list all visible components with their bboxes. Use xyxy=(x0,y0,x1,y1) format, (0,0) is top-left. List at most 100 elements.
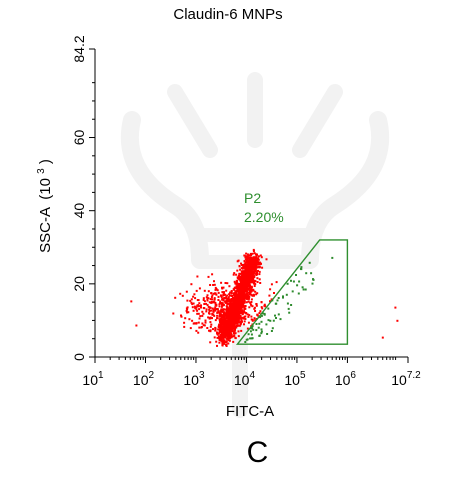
x-tick-label: 104 xyxy=(234,370,256,388)
gated-event-dot xyxy=(304,288,307,291)
event-dot xyxy=(218,325,221,328)
event-dot xyxy=(231,298,233,300)
event-dot xyxy=(239,311,242,314)
event-dot xyxy=(261,307,264,310)
event-dot xyxy=(227,337,230,340)
event-dot xyxy=(229,319,232,322)
event-dot xyxy=(259,316,262,319)
event-dot xyxy=(270,298,273,301)
event-dot xyxy=(223,327,226,330)
event-dot xyxy=(208,301,211,304)
event-dot xyxy=(219,335,222,338)
event-dot xyxy=(179,292,182,295)
event-dot xyxy=(252,250,255,252)
event-dot xyxy=(236,303,239,306)
event-dot xyxy=(256,292,259,295)
event-dot xyxy=(222,337,225,340)
gated-event-dot xyxy=(277,313,280,316)
event-dot xyxy=(186,311,189,314)
gated-event-dot xyxy=(245,338,248,341)
event-dot xyxy=(237,293,240,296)
event-dot xyxy=(232,332,235,335)
event-dot xyxy=(232,325,235,328)
event-dot xyxy=(242,304,245,307)
event-dot xyxy=(258,262,261,265)
event-dot xyxy=(235,286,238,289)
event-dot xyxy=(242,279,245,282)
event-dot xyxy=(236,309,239,312)
event-dot xyxy=(210,300,213,303)
event-dot xyxy=(207,305,210,308)
event-dot xyxy=(234,304,237,307)
gated-event-dot xyxy=(297,292,300,295)
event-dot xyxy=(245,252,248,255)
event-dot xyxy=(243,308,246,310)
event-dot xyxy=(241,264,243,266)
event-dot xyxy=(245,269,248,272)
event-dot xyxy=(242,317,245,319)
event-dot xyxy=(250,315,253,318)
event-dot xyxy=(245,292,248,295)
event-dot xyxy=(225,317,228,320)
event-dot xyxy=(232,319,235,322)
event-dot xyxy=(237,284,240,287)
event-dot xyxy=(195,322,198,325)
event-dot xyxy=(240,285,243,288)
event-dot xyxy=(206,298,209,301)
event-dot xyxy=(231,322,234,325)
gated-event-dot xyxy=(310,272,313,275)
event-dot xyxy=(253,271,256,274)
event-dot xyxy=(244,281,247,284)
event-dot xyxy=(236,318,239,321)
event-dot xyxy=(226,325,229,328)
event-dot xyxy=(228,313,230,315)
event-dot xyxy=(186,299,189,302)
event-dot xyxy=(250,280,253,283)
event-dot xyxy=(248,283,251,285)
event-dot xyxy=(219,333,222,336)
event-dot xyxy=(221,320,224,323)
event-dot xyxy=(222,328,225,331)
event-dot xyxy=(232,318,235,321)
gated-event-dot xyxy=(261,312,264,315)
event-dot xyxy=(236,276,239,279)
event-dot xyxy=(241,288,244,291)
event-dot xyxy=(197,305,200,308)
event-dot xyxy=(185,309,188,312)
event-dot xyxy=(246,282,249,285)
gated-event-dot xyxy=(282,295,284,298)
event-dot xyxy=(239,300,242,303)
event-dot xyxy=(244,266,247,269)
event-dot xyxy=(228,308,231,310)
event-dot xyxy=(224,297,227,300)
event-dot xyxy=(239,272,242,275)
event-dot xyxy=(216,317,218,320)
event-dot xyxy=(206,327,209,329)
event-dot xyxy=(239,302,242,305)
event-dot xyxy=(218,305,221,308)
event-dot xyxy=(240,319,243,322)
event-dot xyxy=(248,256,251,259)
event-dot xyxy=(231,330,234,333)
event-dot xyxy=(249,252,252,255)
event-dot xyxy=(233,286,236,289)
event-dot xyxy=(235,280,238,283)
gated-event-dot xyxy=(282,296,284,299)
event-dot xyxy=(222,304,225,306)
event-dot xyxy=(216,336,219,339)
event-dot xyxy=(252,248,255,251)
event-dot xyxy=(250,258,253,261)
event-dot xyxy=(221,331,224,334)
event-dot xyxy=(203,300,206,303)
event-dot xyxy=(247,297,250,300)
event-dot xyxy=(251,276,253,279)
event-dot xyxy=(225,341,227,344)
event-dot xyxy=(254,310,257,312)
event-dot xyxy=(230,295,233,297)
event-dot xyxy=(234,332,237,335)
event-dot xyxy=(250,277,253,280)
event-dot xyxy=(196,299,199,301)
event-dot xyxy=(208,306,211,309)
event-dot xyxy=(202,312,205,315)
event-dot xyxy=(232,335,235,338)
